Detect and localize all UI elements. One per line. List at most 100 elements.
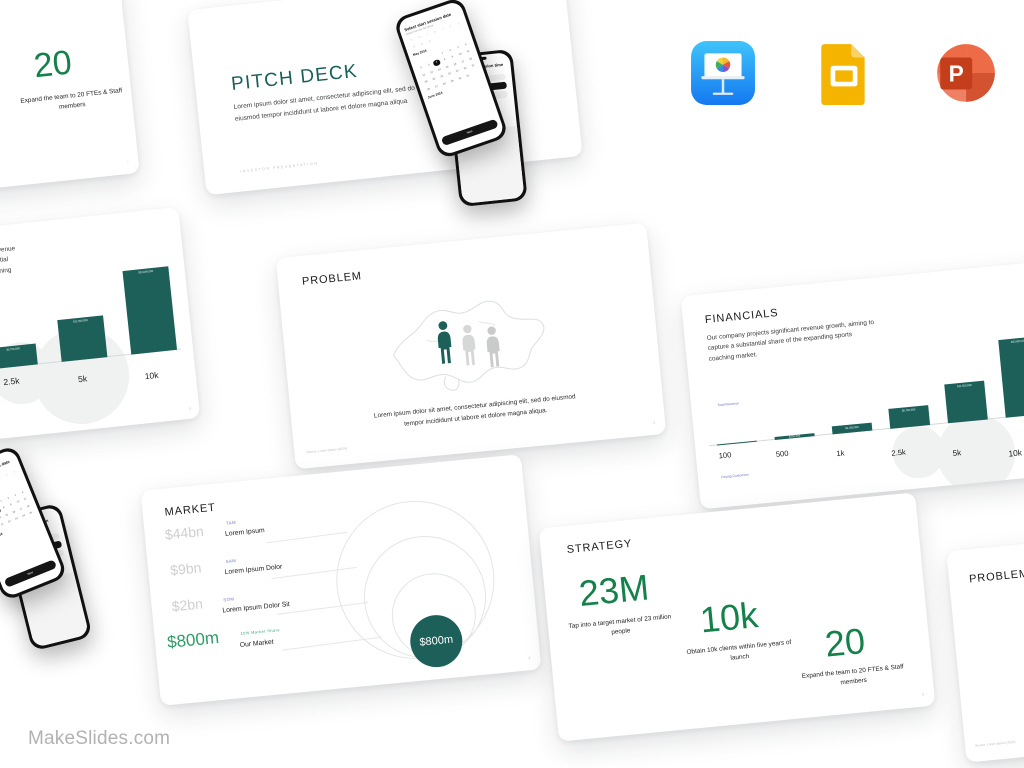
day-w1-0[interactable] — [415, 57, 424, 64]
slide-market-inner: MARKET $800m $44bn TAM Lorem Ipsum $9bn … — [141, 454, 542, 706]
day-w2-2-selected[interactable]: 7 — [432, 58, 442, 67]
day-w1-6[interactable]: 4 — [464, 42, 467, 47]
strategy-page-number: 6 — [922, 692, 925, 697]
bar-5k: $11,500,000 — [57, 315, 108, 362]
slide-strategy-inner: STRATEGY 23M Tap into a target market of… — [539, 492, 936, 741]
slide-strategy-corner[interactable]: k s within nch 20 Expand the team to 20 … — [0, 0, 140, 203]
market-tag-tam: TAM — [225, 519, 237, 526]
slide-strategy[interactable]: STRATEGY 23M Tap into a target market of… — [538, 492, 936, 742]
bl-d4-6[interactable]: 25 — [29, 511, 33, 516]
strategy-caption-1: Tap into a target market of 23 million p… — [568, 613, 672, 637]
day-w2-0[interactable]: 5 — [420, 66, 423, 70]
market-label-sam: Lorem Ipsum Dolor — [224, 563, 283, 577]
market-label-our: Our Market — [239, 638, 274, 649]
bl-d3-6[interactable]: 18 — [26, 504, 31, 509]
day-w1-4[interactable]: 2 — [448, 48, 452, 52]
day-w1-2[interactable] — [430, 52, 439, 59]
market-amount-tam: $44bn — [164, 522, 205, 543]
strategy-corner-number: 20 — [31, 43, 74, 86]
day-w5-3[interactable]: 29 — [450, 79, 454, 84]
calendar-next-button[interactable]: Next — [441, 119, 499, 147]
bl-d4-2[interactable]: 21 — [0, 523, 5, 527]
cat-label-10k: 10k — [144, 369, 159, 382]
day-w2-3[interactable]: 8 — [443, 58, 446, 62]
google-slides-icon[interactable] — [811, 40, 877, 106]
day-w2-6[interactable]: 11 — [466, 49, 470, 54]
bl-d4-5[interactable]: 24 — [22, 514, 26, 519]
day-w2-5[interactable]: 10 — [458, 52, 463, 57]
slide-problem-inner: PROBLEM Lorem ipsum dolor sit a — [276, 223, 667, 470]
market-amount-som: $2bn — [170, 595, 204, 615]
bar-value-5k-fin: $11,500,000 — [957, 383, 972, 389]
weekday-0: S — [410, 38, 413, 42]
day-w1-1[interactable] — [422, 55, 431, 62]
problem-page-number: 2 — [653, 420, 656, 425]
prev-day-1[interactable]: 29 — [420, 42, 424, 47]
weekday-5: F — [449, 24, 452, 29]
slide-problem-edge-inner: PROBLEM Source: Lorem Ipsum (2024) — [946, 529, 1024, 762]
bl-d3-5[interactable]: 17 — [19, 507, 23, 512]
day-w3-2[interactable]: 14 — [437, 67, 442, 72]
slide-financials-left[interactable]: Our company projects significant revenue… — [0, 206, 201, 450]
day-w5-4[interactable]: 30 — [458, 76, 462, 81]
day-w3-5[interactable]: 17 — [461, 59, 465, 64]
chart-x-axis-label: Paying Customers — [721, 472, 750, 480]
watermark-makeslides: MakeSlides.com — [28, 728, 171, 749]
weekday-3: W — [433, 29, 437, 34]
day-w3-3[interactable]: 15 — [445, 65, 450, 69]
slide-strategy-corner-inner: k s within nch 20 Expand the team to 20 … — [0, 0, 140, 202]
day-w4-5[interactable]: 24 — [463, 66, 468, 71]
market-label-tam: Lorem Ipsum — [224, 527, 265, 538]
prev-day-0[interactable]: 28 — [412, 45, 416, 49]
strategy-corner-caption: Expand the team to 20 FTEs & Staff membe… — [20, 87, 123, 112]
market-amount-our: $800m — [166, 628, 220, 652]
person-muted-icon-2 — [486, 326, 500, 368]
day-w2-4[interactable]: 9 — [451, 55, 454, 59]
bl-weekday-6: S — [12, 470, 16, 474]
day-w5-0[interactable]: 26 — [426, 87, 431, 92]
bar-value-1k-fin: $2,300,000 — [845, 425, 859, 430]
cat-label-1k-fin: 1k — [835, 448, 845, 459]
slide-problem[interactable]: PROBLEM Lorem ipsum dolor sit a — [275, 222, 667, 470]
apple-keynote-icon[interactable] — [690, 40, 756, 106]
market-amount-sam: $9bn — [169, 559, 203, 579]
app-icon-row: P — [690, 40, 998, 106]
day-w3-4[interactable]: 16 — [453, 62, 457, 67]
day-w4-2[interactable]: 21 — [440, 75, 444, 79]
day-w4-3[interactable]: 22 — [447, 72, 452, 77]
problem-edge-source: Source: Lorem Ipsum (2024) — [974, 739, 1016, 748]
day-w4-0[interactable]: 19 — [424, 80, 429, 85]
day-w3-1[interactable]: 13 — [429, 70, 434, 75]
slide-problem-edge[interactable]: PROBLEM Source: Lorem Ipsum (2024) — [946, 529, 1024, 763]
day-w3-0[interactable]: 12 — [421, 73, 426, 77]
bl-d1-6[interactable]: 4 — [21, 490, 24, 494]
slide-financials[interactable]: FINANCIALS Our company projects signific… — [680, 260, 1024, 510]
bl-d1-5[interactable]: 3 — [14, 493, 17, 497]
market-leader-line-4 — [282, 636, 382, 651]
day-w3-6[interactable]: 18 — [468, 57, 473, 61]
bar-1k-fin: $2,300,000 — [831, 422, 873, 435]
strategy-caption-3: Expand the team to 20 FTEs & Staff membe… — [801, 663, 904, 687]
bar-value-2-5k-fin: $5,750,000 — [901, 408, 916, 413]
day-w4-1[interactable]: 20 — [432, 77, 436, 82]
day-w4-4[interactable]: 23 — [455, 69, 460, 74]
day-w4-6[interactable]: 25 — [471, 64, 475, 68]
bar-2-5k-fin: $5,750,000 — [888, 405, 931, 429]
strategy-number-1: 23M — [577, 566, 651, 614]
cat-label-100: 100 — [718, 450, 732, 461]
day-w5-1[interactable]: 27 — [434, 84, 439, 89]
day-w1-3[interactable]: 1 — [441, 51, 444, 55]
bl-d2-6[interactable]: 11 — [23, 497, 28, 502]
bl-d2-5[interactable]: 10 — [16, 500, 21, 505]
day-w5-5[interactable]: 31 — [465, 74, 470, 78]
financials-left-page-number: 5 — [189, 406, 192, 411]
day-w1-5[interactable]: 3 — [456, 45, 460, 49]
microsoft-powerpoint-icon[interactable]: P — [932, 40, 998, 106]
day-w2-1[interactable]: 6 — [427, 63, 431, 67]
slide-market[interactable]: MARKET $800m $44bn TAM Lorem Ipsum $9bn … — [140, 454, 542, 706]
svg-text:P: P — [949, 60, 964, 86]
prev-day-2[interactable]: 30 — [427, 39, 432, 44]
bar-10k: $23,000,000 — [122, 266, 178, 355]
day-w5-2[interactable]: 28 — [442, 82, 447, 86]
